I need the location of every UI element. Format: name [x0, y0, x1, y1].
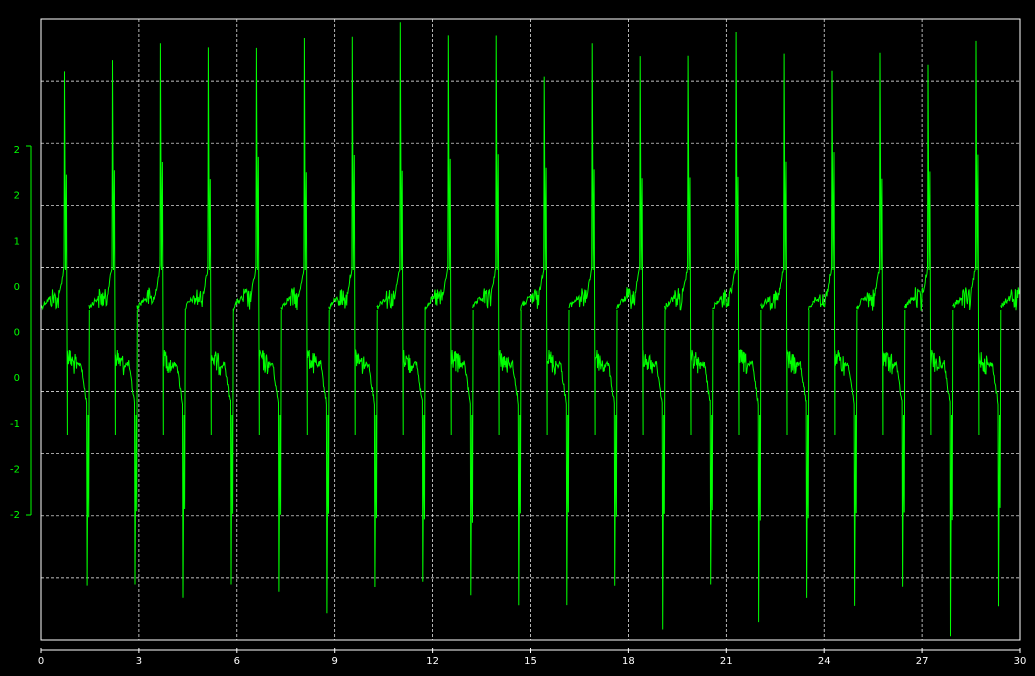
series-line-segment	[904, 64, 954, 637]
y-tick-label: 0	[14, 373, 20, 384]
x-tick-label: 3	[136, 656, 142, 667]
series-line-segment	[520, 76, 570, 606]
series-line-segment	[808, 70, 858, 606]
x-tick-label: 24	[818, 656, 831, 667]
series-line-segment	[856, 52, 906, 587]
y-axis: 2 2 1 0 0 0 -1 -2 -2	[10, 145, 32, 521]
x-tick-label: 15	[524, 656, 537, 667]
x-tick-label: 6	[234, 656, 240, 667]
y-tick-label: -2	[10, 464, 20, 475]
x-tick-label: 30	[1014, 656, 1027, 667]
series-line-segment	[760, 53, 810, 598]
series-group	[41, 22, 1020, 637]
plot-frame	[40, 18, 1021, 641]
x-tick-label: 21	[720, 656, 733, 667]
series-line-segment	[472, 35, 522, 606]
series-line-segment	[328, 36, 378, 588]
y-tick-label: -1	[10, 419, 20, 430]
series-line-segment	[376, 22, 426, 582]
x-tick-label: 12	[426, 656, 439, 667]
series-line-segment	[1000, 283, 1020, 311]
series-line-segment	[136, 43, 186, 598]
x-tick-label: 27	[916, 656, 929, 667]
y-tick-label: -2	[10, 510, 20, 521]
y-tick-label: 2	[14, 145, 20, 156]
x-tick-label: 18	[622, 656, 635, 667]
series-line-segment	[41, 71, 90, 586]
y-tick-label: 0	[14, 328, 20, 339]
series-line-segment	[712, 31, 762, 623]
y-tick-label: 2	[14, 191, 20, 202]
series-line-segment	[616, 56, 666, 630]
y-tick-label: 0	[14, 282, 20, 293]
y-tick-label: 1	[14, 236, 20, 247]
series-line-segment	[952, 40, 1002, 607]
series-line-segment	[184, 47, 234, 585]
series-line-segment	[568, 43, 618, 586]
x-tick-label: 9	[332, 656, 338, 667]
series-line-segment	[664, 55, 714, 585]
x-tick-label: 0	[38, 656, 44, 667]
series-line-segment	[88, 60, 138, 585]
series-line-segment	[280, 37, 330, 614]
series-line-segment	[232, 47, 282, 592]
x-axis: 0 3 6 9 12 15 18 21 24 27 30	[38, 648, 1027, 667]
series-line-segment	[424, 35, 474, 596]
